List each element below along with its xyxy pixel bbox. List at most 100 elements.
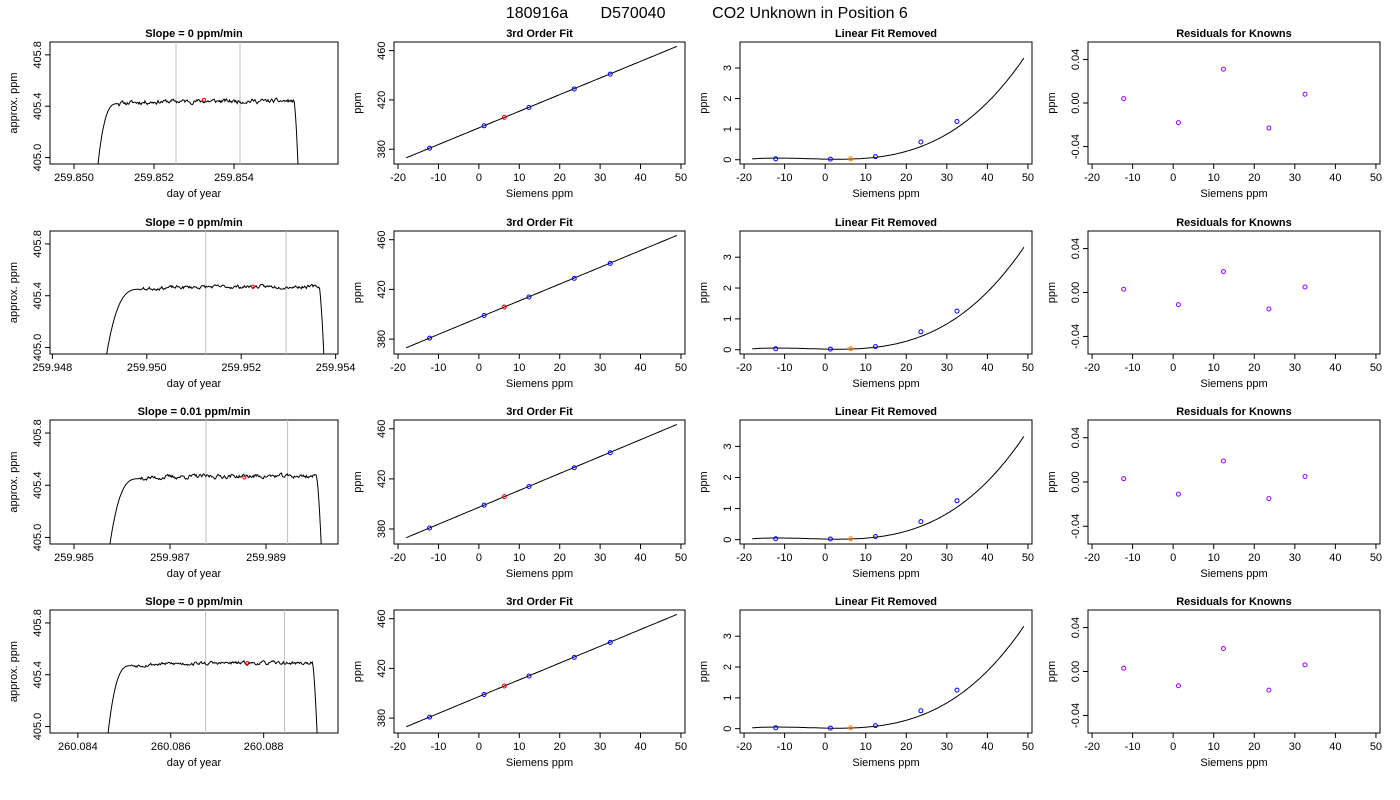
plot-content bbox=[1121, 458, 1308, 502]
x-tick-label: 0 bbox=[822, 172, 828, 184]
x-tick-label: 20 bbox=[1248, 172, 1260, 184]
x-tick-label: 10 bbox=[513, 172, 525, 184]
x-tick-label: 20 bbox=[1248, 552, 1260, 564]
standard-point bbox=[607, 639, 613, 645]
standard-point bbox=[1302, 473, 1308, 479]
panel-resid-row-1: Residuals for Knowns -20 -10 0 10 20 30 40 50 -0.… bbox=[1046, 217, 1382, 390]
plot-content bbox=[752, 57, 1025, 162]
plot-content bbox=[97, 42, 299, 164]
panel-trace-row-3: Slope = 0 ppm/min 260.084 260.086 260.088 40… bbox=[8, 596, 339, 769]
standard-point bbox=[1302, 284, 1308, 290]
y-axis-label: approx. ppm bbox=[8, 451, 20, 512]
y-tick-label: 405.0 bbox=[32, 144, 44, 172]
panel-resid-row-3: Residuals for Knowns -20 -10 0 10 20 30 40 50 -0.… bbox=[1046, 596, 1382, 769]
panel-linres-row-1: Linear Fit Removed -20 -10 0 10 20 30 40 50 0 1 2 3 S… bbox=[698, 217, 1034, 390]
y-tick-label: 0.04 bbox=[1070, 617, 1082, 638]
x-tick-label: 259.989 bbox=[246, 552, 286, 564]
analyzer-trace-line bbox=[97, 97, 299, 164]
y-axis-label: ppm bbox=[352, 661, 364, 682]
y-axis-ticks: 405.0 405.4 405.8 bbox=[32, 41, 50, 171]
x-tick-label: 20 bbox=[554, 362, 566, 374]
panel-title: Residuals for Knowns bbox=[1176, 596, 1292, 608]
x-axis-label: day of year bbox=[167, 188, 222, 200]
panel-fit-row-0: 3rd Order Fit -20 -10 0 10 20 30 40 50 380 420 460 S… bbox=[352, 28, 687, 200]
plot-frame bbox=[393, 609, 686, 734]
panel-title: Slope = 0 ppm/min bbox=[145, 28, 243, 40]
plot-frame bbox=[49, 419, 339, 545]
y-tick-label: 420 bbox=[376, 659, 388, 677]
y-tick-label: 420 bbox=[376, 91, 388, 109]
standard-point bbox=[954, 687, 960, 693]
standard-point bbox=[1220, 645, 1226, 651]
x-axis-ticks: -20 -10 0 10 20 30 40 50 bbox=[1084, 164, 1382, 184]
standard-point bbox=[526, 104, 532, 110]
x-tick-label: 0 bbox=[476, 172, 482, 184]
plot-content bbox=[1121, 66, 1308, 131]
x-tick-label: 30 bbox=[1289, 362, 1301, 374]
unknown-sample-point bbox=[848, 725, 854, 731]
unknown-sample-point bbox=[501, 304, 507, 310]
x-tick-label: 0 bbox=[822, 362, 828, 374]
x-tick-label: 10 bbox=[513, 362, 525, 374]
y-tick-label: 0.04 bbox=[1070, 238, 1082, 259]
panel-resid-row-0: Residuals for Knowns -20 -10 0 10 20 30 40 50 -0.… bbox=[1046, 28, 1382, 200]
y-tick-label: 1 bbox=[722, 126, 734, 132]
panel-title: Residuals for Knowns bbox=[1176, 28, 1292, 40]
x-tick-label: 20 bbox=[1248, 362, 1260, 374]
x-tick-label: 50 bbox=[675, 362, 687, 374]
plot-frame bbox=[393, 230, 686, 355]
y-tick-label: 405.8 bbox=[32, 609, 44, 637]
x-axis-label: Siemens ppm bbox=[1200, 568, 1267, 580]
x-tick-label: -20 bbox=[736, 172, 752, 184]
fit-curve-line bbox=[405, 613, 678, 728]
standard-point bbox=[571, 275, 577, 281]
x-axis-ticks: -20 -10 0 10 20 30 40 50 bbox=[736, 544, 1034, 564]
y-tick-label: -0.04 bbox=[1070, 514, 1082, 539]
y-tick-label: 405.4 bbox=[32, 282, 44, 310]
x-tick-label: -10 bbox=[777, 552, 793, 564]
x-tick-label: 10 bbox=[860, 552, 872, 564]
x-tick-label: 50 bbox=[1022, 172, 1034, 184]
standard-point bbox=[1220, 66, 1226, 72]
x-tick-label: 10 bbox=[1208, 741, 1220, 753]
x-axis-ticks: 259.850 259.852 259.854 bbox=[54, 164, 254, 184]
x-tick-label: 50 bbox=[675, 741, 687, 753]
standard-point bbox=[1121, 665, 1127, 671]
y-tick-label: 0.00 bbox=[1070, 471, 1082, 492]
plot-frame bbox=[739, 41, 1033, 165]
plot-frame bbox=[49, 230, 339, 355]
x-axis-label: Siemens ppm bbox=[1200, 378, 1267, 390]
x-tick-label: 30 bbox=[594, 741, 606, 753]
x-axis-label: day of year bbox=[167, 568, 222, 580]
mean-marker bbox=[245, 660, 250, 666]
y-axis-ticks: -0.04 0.00 0.04 bbox=[1070, 427, 1088, 539]
x-tick-label: -20 bbox=[1084, 362, 1100, 374]
y-tick-label: 3 bbox=[722, 443, 734, 449]
x-tick-label: 259.850 bbox=[54, 172, 94, 184]
x-axis-ticks: -20 -10 0 10 20 30 40 50 bbox=[1084, 354, 1382, 374]
x-tick-label: 20 bbox=[554, 552, 566, 564]
plot-frame bbox=[49, 609, 339, 734]
plot-content bbox=[752, 436, 1025, 542]
y-tick-label: 405.8 bbox=[32, 419, 44, 447]
x-tick-label: 10 bbox=[860, 741, 872, 753]
standard-point bbox=[827, 536, 833, 542]
x-tick-label: 20 bbox=[1248, 741, 1260, 753]
y-tick-label: 0.04 bbox=[1070, 49, 1082, 70]
panel-title: Linear Fit Removed bbox=[835, 217, 937, 229]
x-tick-label: 40 bbox=[1329, 172, 1341, 184]
standard-point bbox=[773, 156, 779, 162]
x-tick-label: 40 bbox=[1329, 362, 1341, 374]
y-axis-ticks: -0.04 0.00 0.04 bbox=[1070, 617, 1088, 728]
x-tick-label: -20 bbox=[1084, 552, 1100, 564]
panel-title: Linear Fit Removed bbox=[835, 28, 937, 40]
fit-curve-line bbox=[752, 57, 1025, 160]
fit-curve-line bbox=[405, 45, 678, 159]
x-tick-label: 20 bbox=[900, 172, 912, 184]
panel-title: Linear Fit Removed bbox=[835, 406, 937, 418]
x-tick-label: 0 bbox=[1170, 172, 1176, 184]
unknown-sample-point bbox=[848, 156, 854, 162]
x-axis-ticks: -20 -10 0 10 20 30 40 50 bbox=[1084, 733, 1382, 753]
standard-point bbox=[918, 708, 924, 714]
y-axis-label: ppm bbox=[1046, 92, 1058, 113]
